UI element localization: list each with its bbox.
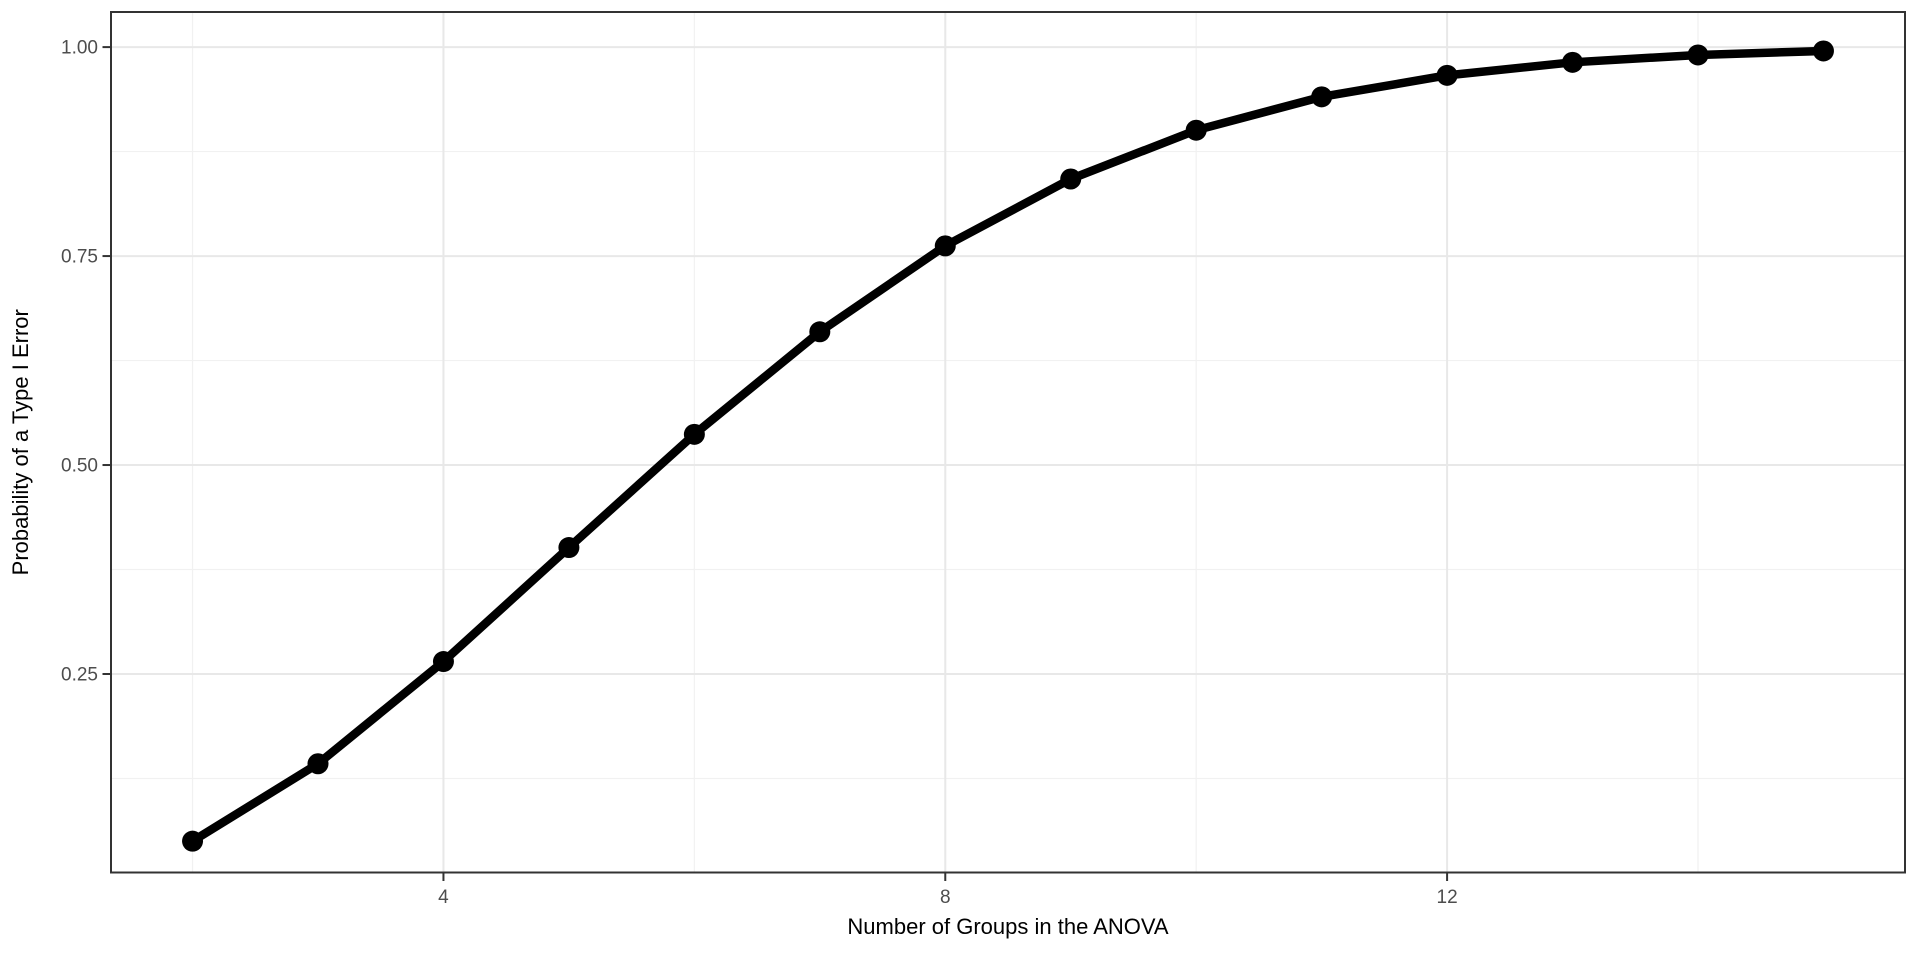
axis-tick-marks — [102, 46, 1449, 881]
data-point — [307, 753, 329, 775]
x-axis-title: Number of Groups in the ANOVA — [847, 914, 1169, 939]
panel-border — [110, 11, 1906, 874]
y-tick-label: 0.25 — [61, 664, 98, 685]
data-point — [1562, 51, 1584, 73]
gridlines-minor — [111, 12, 1905, 873]
data-point — [1311, 86, 1333, 108]
data-point — [1436, 64, 1458, 86]
y-tick-label: 0.50 — [61, 456, 98, 477]
data-point — [558, 537, 580, 559]
x-tick-label: 4 — [438, 887, 449, 908]
gridlines-major — [111, 12, 1905, 873]
y-tick-label: 0.75 — [61, 247, 98, 268]
data-point — [683, 423, 705, 445]
axis-tick-labels: 4 8 12 1.00 0.75 0.50 0.25 — [61, 38, 1458, 908]
data-point — [934, 235, 956, 257]
data-point — [182, 830, 204, 852]
y-tick-label: 1.00 — [61, 38, 98, 59]
data-point — [1185, 119, 1207, 141]
y-axis-title: Probability of a Type I Error — [8, 309, 33, 575]
data-point — [1812, 40, 1834, 62]
data-point — [432, 651, 454, 673]
data-points — [182, 40, 1834, 852]
x-tick-label: 12 — [1437, 887, 1458, 908]
data-point — [1060, 168, 1082, 190]
data-point — [809, 321, 831, 343]
data-point — [1687, 44, 1709, 66]
x-tick-label: 8 — [940, 887, 951, 908]
data-line — [190, 46, 1824, 845]
